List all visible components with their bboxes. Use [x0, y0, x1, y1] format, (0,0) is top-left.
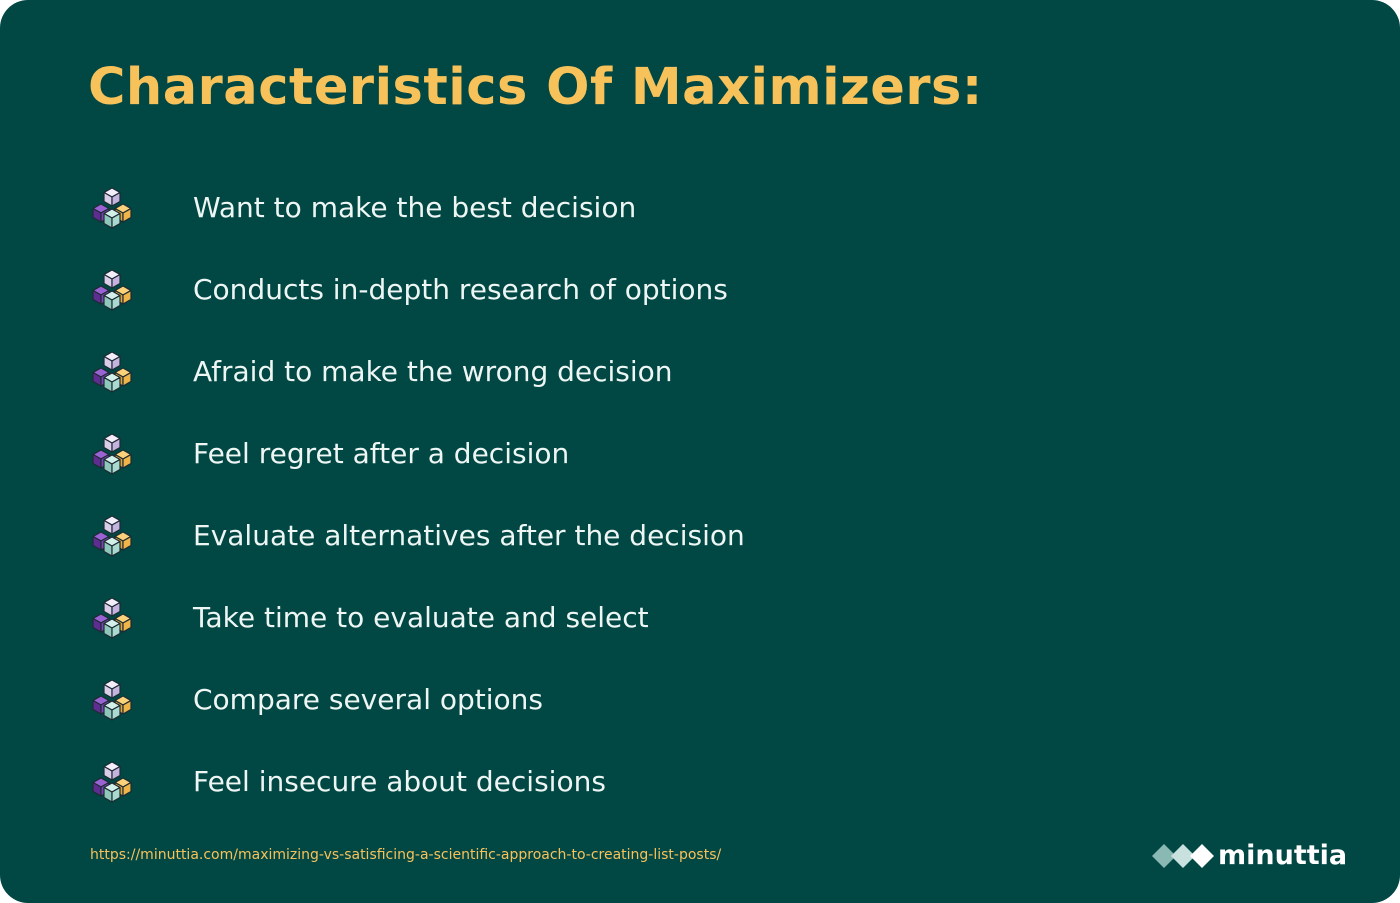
cubes-icon [92, 597, 132, 639]
cubes-icon [92, 187, 132, 229]
cubes-icon [92, 351, 132, 393]
list-item-text: Afraid to make the wrong decision [193, 355, 673, 388]
list-item-text: Evaluate alternatives after the decision [193, 519, 745, 552]
source-link[interactable]: https://minuttia.com/maximizing-vs-satis… [90, 847, 722, 863]
list-item-text: Feel regret after a decision [193, 437, 570, 470]
cubes-icon [92, 515, 132, 557]
list-item-text: Want to make the best decision [193, 191, 637, 224]
cubes-icon [92, 761, 132, 803]
brand-logo: minuttia [1152, 836, 1347, 876]
list-item-text: Take time to evaluate and select [193, 601, 649, 634]
page-title: Characteristics Of Maximizers: [88, 58, 983, 117]
minuttia-logo-icon [1152, 844, 1214, 868]
cubes-icon [92, 269, 132, 311]
list-item-text: Feel insecure about decisions [193, 765, 606, 798]
cubes-icon [92, 433, 132, 475]
list-item-text: Compare several options [193, 683, 543, 716]
list-item-text: Conducts in-depth research of options [193, 273, 728, 306]
brand-name: minuttia [1218, 840, 1348, 871]
cubes-icon [92, 679, 132, 721]
